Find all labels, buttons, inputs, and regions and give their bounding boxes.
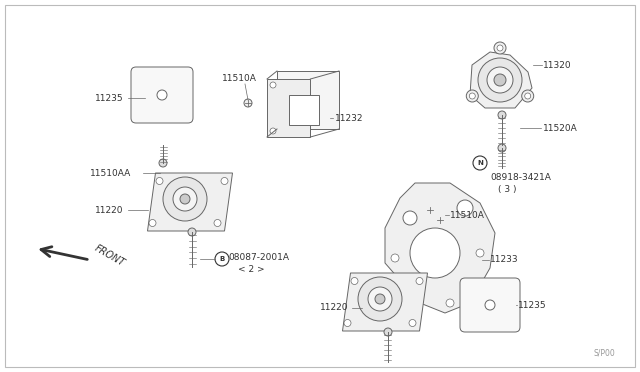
Text: S/P00: S/P00 bbox=[593, 349, 615, 358]
Text: ( 3 ): ( 3 ) bbox=[498, 185, 516, 193]
Circle shape bbox=[426, 206, 434, 214]
Circle shape bbox=[214, 219, 221, 227]
Bar bbox=[267, 79, 310, 137]
Circle shape bbox=[478, 58, 522, 102]
FancyBboxPatch shape bbox=[460, 278, 520, 332]
Circle shape bbox=[384, 328, 392, 336]
Circle shape bbox=[159, 159, 167, 167]
Circle shape bbox=[494, 74, 506, 86]
Circle shape bbox=[403, 211, 417, 225]
Circle shape bbox=[436, 216, 444, 224]
Polygon shape bbox=[385, 183, 495, 313]
Circle shape bbox=[498, 111, 506, 119]
Circle shape bbox=[351, 278, 358, 285]
Circle shape bbox=[416, 278, 423, 285]
Circle shape bbox=[188, 228, 196, 236]
Text: 11510A: 11510A bbox=[222, 74, 257, 83]
Polygon shape bbox=[470, 52, 532, 108]
Circle shape bbox=[446, 299, 454, 307]
Circle shape bbox=[525, 93, 531, 99]
Circle shape bbox=[270, 128, 276, 134]
Text: 11235: 11235 bbox=[95, 93, 124, 103]
Text: 11232: 11232 bbox=[335, 113, 364, 122]
Circle shape bbox=[473, 156, 487, 170]
Circle shape bbox=[358, 277, 402, 321]
Text: 11510A: 11510A bbox=[450, 211, 485, 219]
Circle shape bbox=[163, 177, 207, 221]
Circle shape bbox=[409, 320, 416, 327]
Circle shape bbox=[457, 200, 473, 216]
Text: 11220: 11220 bbox=[95, 205, 124, 215]
Circle shape bbox=[476, 249, 484, 257]
Bar bbox=[289, 95, 319, 125]
Circle shape bbox=[157, 90, 167, 100]
Text: 08087-2001A: 08087-2001A bbox=[228, 253, 289, 262]
Circle shape bbox=[487, 67, 513, 93]
Bar bbox=[277, 71, 339, 129]
Circle shape bbox=[270, 82, 276, 88]
Circle shape bbox=[156, 177, 163, 185]
Circle shape bbox=[410, 228, 460, 278]
Circle shape bbox=[522, 90, 534, 102]
Text: 11520A: 11520A bbox=[543, 124, 578, 132]
Text: 11233: 11233 bbox=[490, 256, 518, 264]
Text: 11510AA: 11510AA bbox=[90, 169, 131, 177]
Text: < 2 >: < 2 > bbox=[238, 266, 264, 275]
Circle shape bbox=[221, 177, 228, 185]
Circle shape bbox=[494, 42, 506, 54]
Text: B: B bbox=[220, 256, 225, 262]
Text: 11235: 11235 bbox=[518, 301, 547, 310]
Circle shape bbox=[368, 287, 392, 311]
Text: 11320: 11320 bbox=[543, 61, 572, 70]
Circle shape bbox=[344, 320, 351, 327]
Circle shape bbox=[485, 300, 495, 310]
Circle shape bbox=[467, 90, 478, 102]
Circle shape bbox=[498, 144, 506, 152]
Text: 08918-3421A: 08918-3421A bbox=[490, 173, 551, 182]
Circle shape bbox=[391, 254, 399, 262]
Polygon shape bbox=[342, 273, 428, 331]
Circle shape bbox=[469, 93, 476, 99]
Circle shape bbox=[497, 45, 503, 51]
Text: FRONT: FRONT bbox=[93, 243, 127, 269]
Circle shape bbox=[180, 194, 190, 204]
Circle shape bbox=[375, 294, 385, 304]
Circle shape bbox=[244, 99, 252, 107]
FancyBboxPatch shape bbox=[131, 67, 193, 123]
Circle shape bbox=[215, 252, 229, 266]
Polygon shape bbox=[147, 173, 232, 231]
Text: N: N bbox=[477, 160, 483, 166]
Text: 11220: 11220 bbox=[320, 304, 349, 312]
Circle shape bbox=[149, 219, 156, 227]
Circle shape bbox=[173, 187, 197, 211]
